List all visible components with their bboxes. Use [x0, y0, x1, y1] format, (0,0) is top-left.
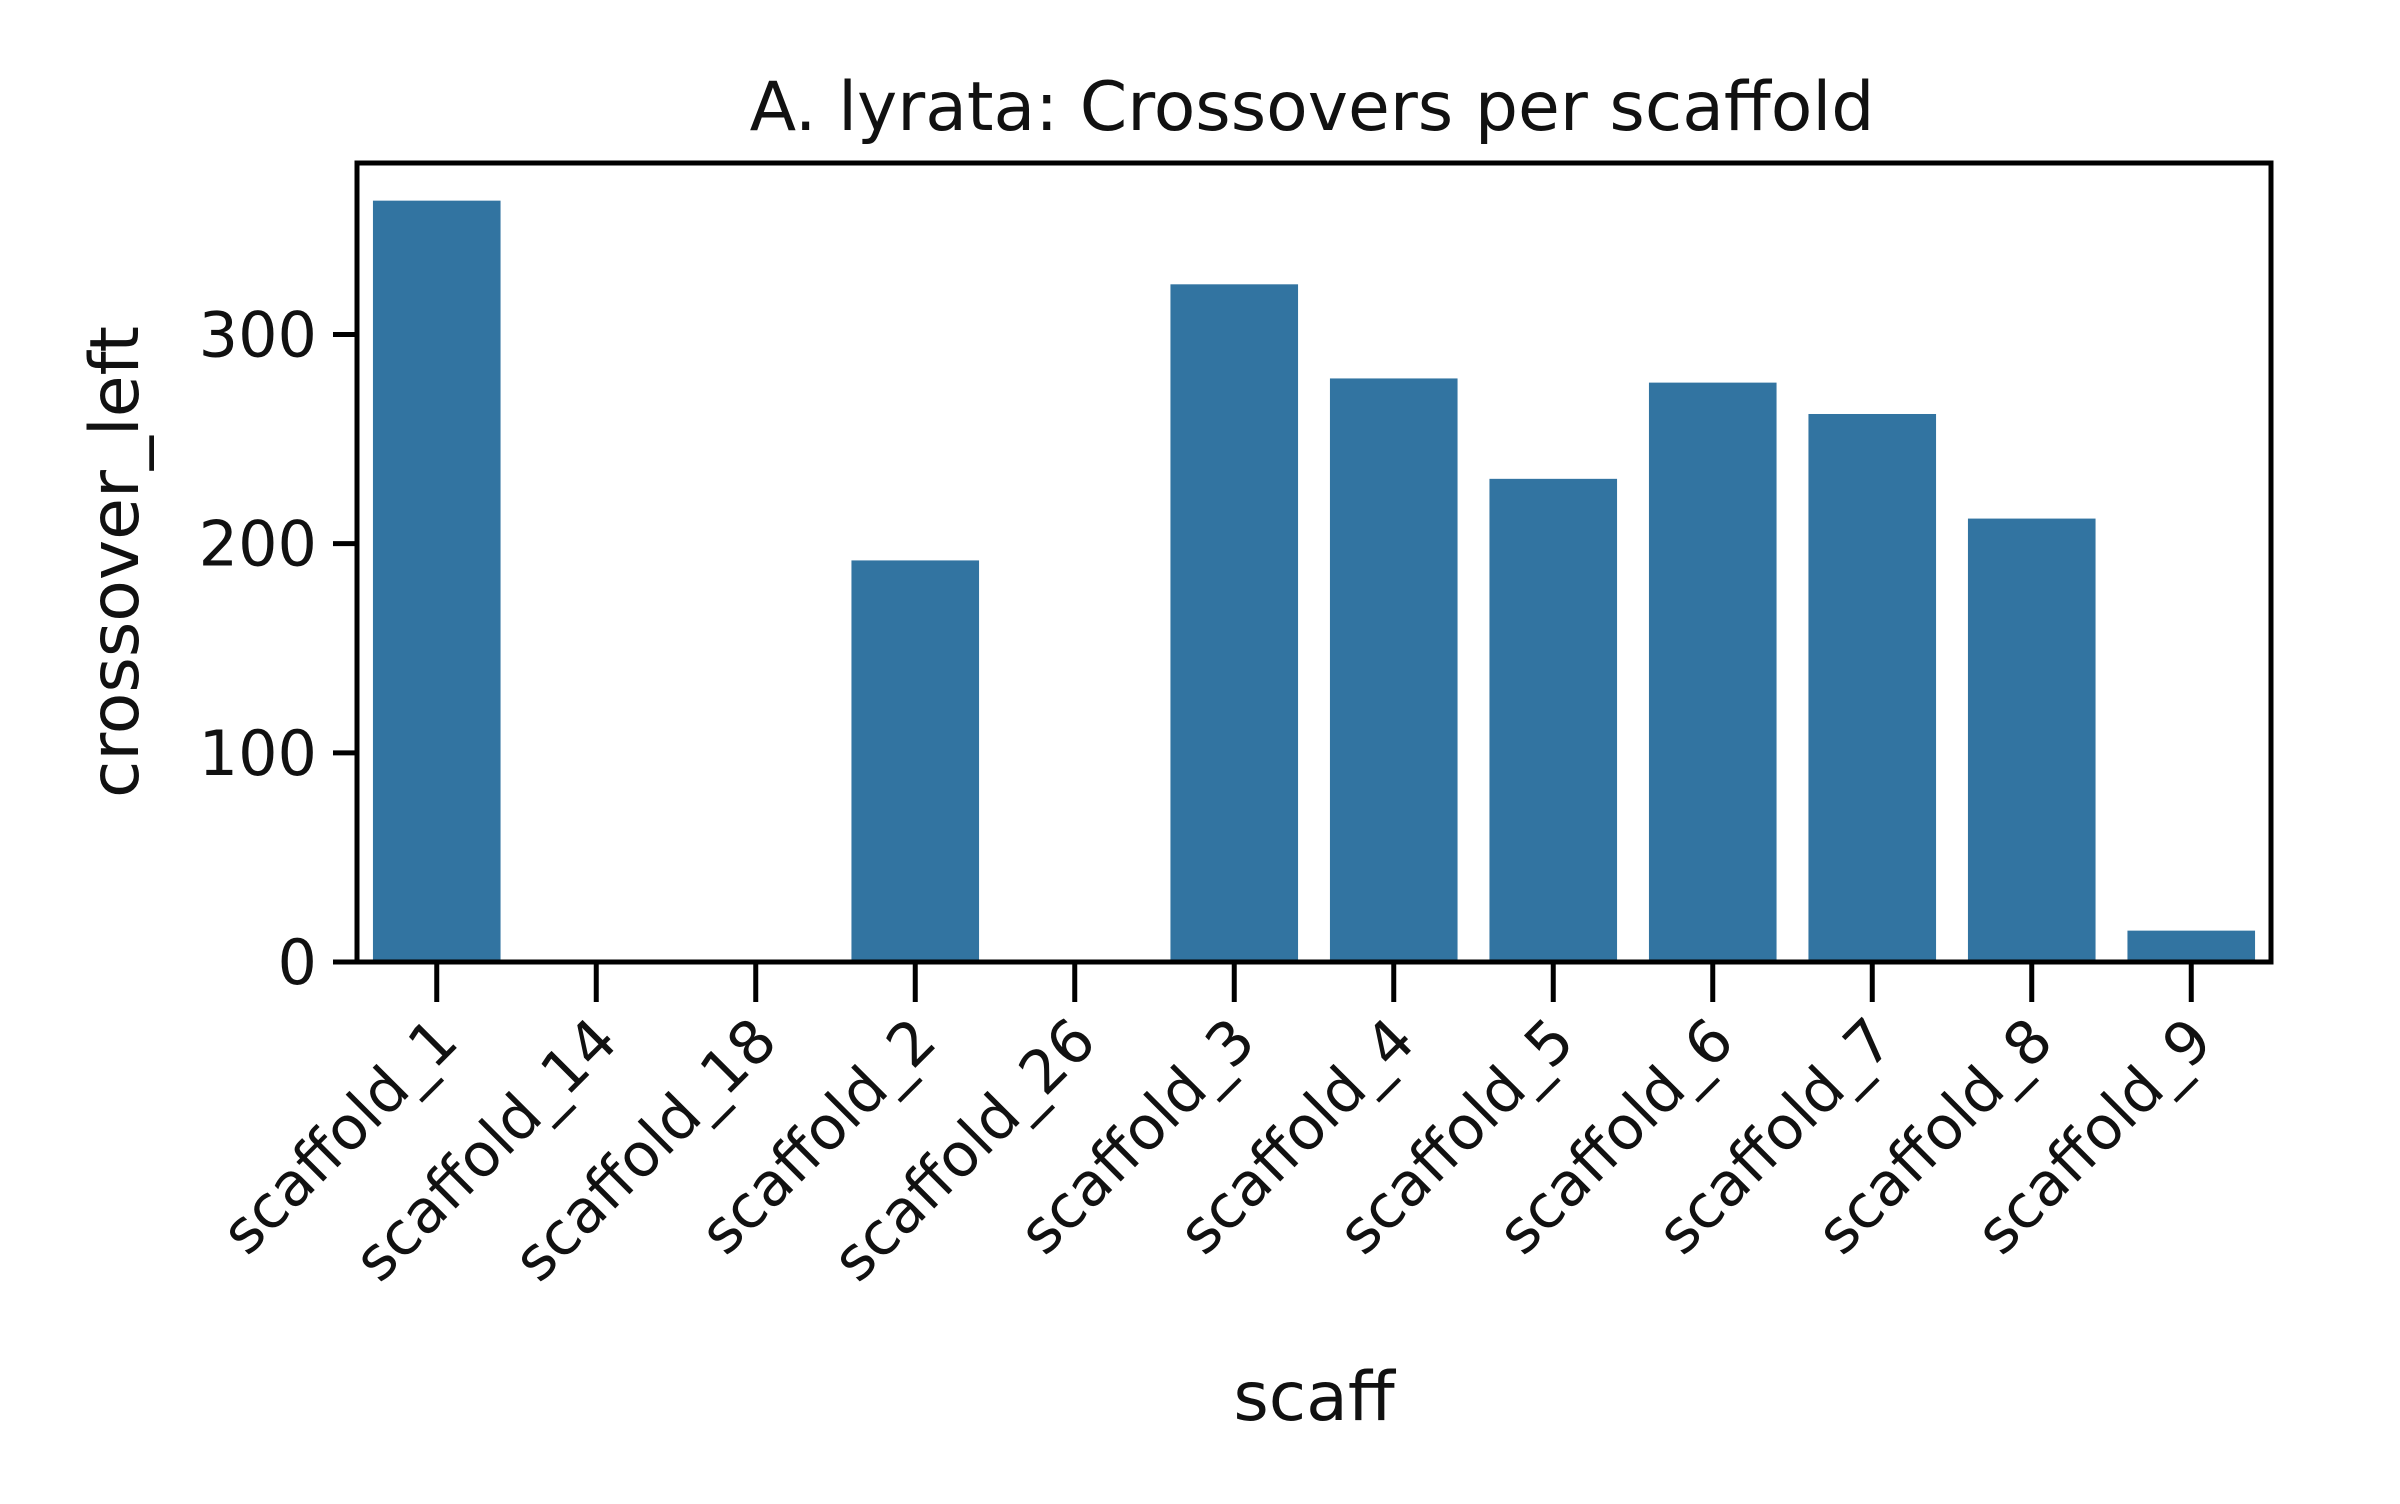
bar-scaffold-8	[1967, 518, 2096, 962]
y-tick-label: 0	[278, 926, 317, 999]
x-axis-label: scaff	[1233, 1358, 1396, 1437]
bar-scaffold-9	[2127, 930, 2256, 962]
bar-scaffold-7	[1808, 413, 1937, 962]
chart-title: A. lyrata: Crossovers per scaffold	[750, 68, 1875, 147]
plot-frame	[354, 160, 2274, 965]
y-tick-label: 100	[199, 717, 317, 790]
y-axis: 0 100 200 300	[199, 299, 357, 999]
bar-scaffold-5	[1489, 478, 1618, 962]
y-axis-label: crossover_left	[76, 326, 155, 798]
y-tick-label: 300	[199, 299, 317, 372]
bar-scaffold-4	[1329, 378, 1458, 962]
bar-scaffold-6	[1648, 382, 1777, 962]
y-tick-label: 200	[199, 508, 317, 581]
bar-scaffold-3	[1170, 284, 1299, 962]
bar-scaffold-2	[851, 560, 980, 962]
bar-scaffold-1	[372, 200, 501, 962]
bars-group	[372, 200, 2256, 962]
x-axis: scaffold_1scaffold_14scaffold_18scaffold…	[208, 962, 2226, 1295]
